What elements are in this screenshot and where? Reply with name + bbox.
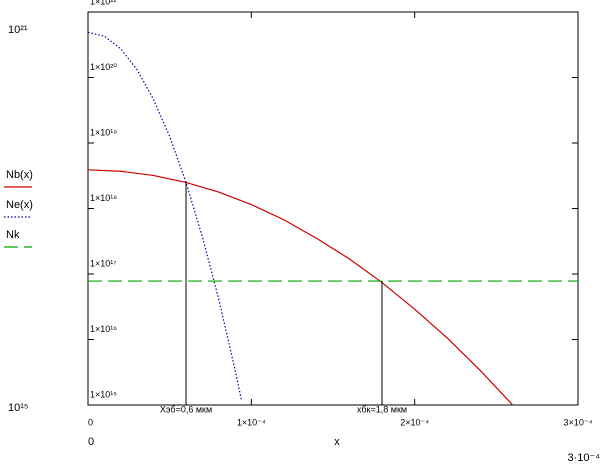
x-tick-label: 0: [88, 417, 93, 427]
y-max-label: 10²¹: [8, 24, 28, 36]
x-min-label: 0: [88, 436, 94, 448]
y-tick-label: 1×10¹⁸: [90, 193, 117, 203]
annotation-label: xбк=1,8 мкм: [357, 404, 407, 414]
annotation-label: Xэб=0,6 мкм: [160, 404, 212, 414]
y-tick-label: 1×10¹⁵: [90, 389, 117, 399]
y-tick-label: 1×10¹⁷: [90, 258, 117, 268]
series-line: [87, 169, 514, 406]
y-tick-label: 1×10²¹: [90, 0, 116, 6]
x-axis-label: x: [334, 436, 340, 448]
legend-label: Nb(x): [6, 169, 33, 181]
x-tick-label: 2×10⁻⁴: [400, 417, 429, 427]
legend-label: Nk: [6, 229, 20, 241]
x-tick-label: 1×10⁻⁴: [237, 417, 266, 427]
y-tick-label: 1×10¹⁶: [90, 324, 117, 334]
plot-frame: [87, 11, 579, 406]
x-tick-label: 3×10⁻⁴: [564, 417, 593, 427]
y-min-label: 10¹⁵: [8, 402, 28, 414]
y-tick-label: 1×10²⁰: [90, 62, 117, 72]
y-tick-label: 1×10¹⁹: [90, 127, 117, 137]
series-line: [87, 31, 243, 401]
x-max-label: 3·10⁻⁴: [567, 452, 600, 464]
legend-label: Ne(x): [6, 199, 33, 211]
